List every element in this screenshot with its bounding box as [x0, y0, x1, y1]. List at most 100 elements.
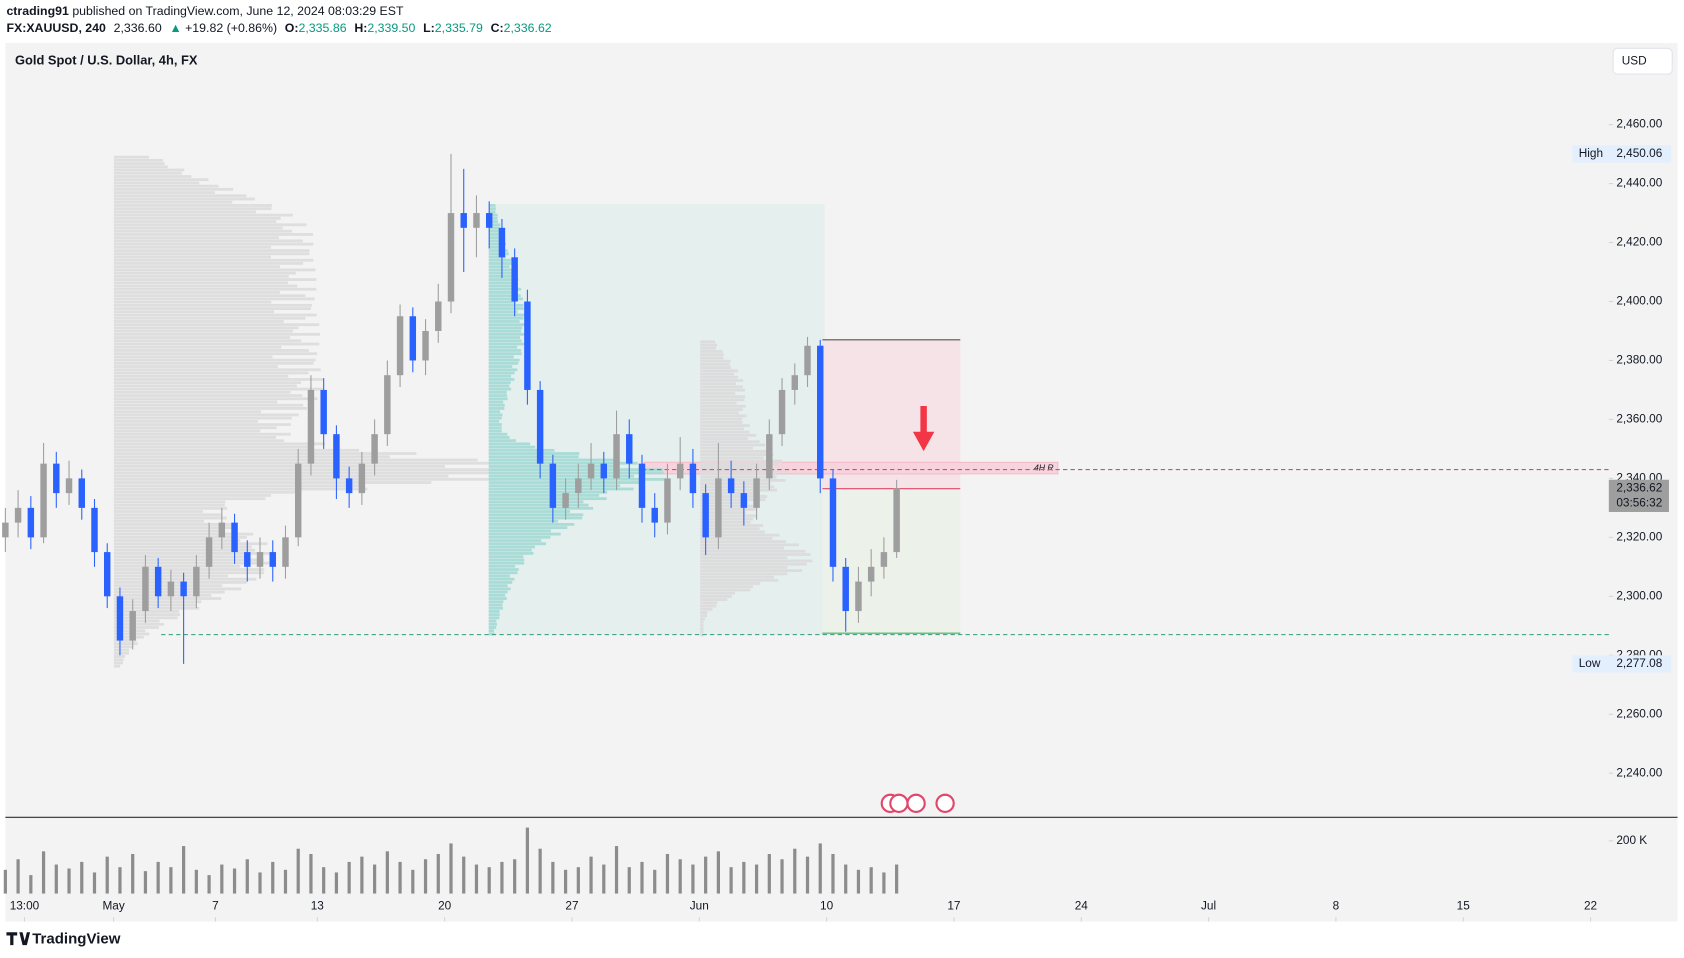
- y-tick-label: 2,380.00: [1616, 353, 1662, 367]
- y-tick-label: 2,440.00: [1616, 176, 1662, 190]
- profile-row: [113, 487, 368, 491]
- currency-button[interactable]: [1612, 47, 1673, 75]
- profile-row: [488, 394, 508, 397]
- profile-row: [488, 226, 500, 230]
- candle-body: [536, 389, 544, 464]
- profile-row: [700, 433, 757, 437]
- profile-row: [488, 600, 504, 604]
- profile-row: [488, 307, 524, 310]
- profile-row: [113, 645, 133, 649]
- profile-row: [488, 374, 512, 378]
- profile-row: [700, 421, 743, 424]
- profile-row: [700, 524, 764, 527]
- profile-row: [113, 587, 242, 591]
- profile-row: [488, 603, 503, 607]
- candle-body: [804, 345, 811, 376]
- volume-bar: [309, 853, 313, 894]
- x-tick-label: 22: [1584, 899, 1597, 913]
- volume-bar: [678, 859, 682, 894]
- profile-row: [488, 349, 522, 352]
- profile-row: [113, 300, 272, 304]
- profile-row: [488, 258, 512, 262]
- profile-row: [113, 262, 304, 265]
- profile-row: [488, 303, 524, 307]
- profile-row: [113, 635, 144, 639]
- profile-row: [113, 484, 365, 488]
- profile-row: [700, 588, 751, 592]
- profile-row: [700, 591, 736, 595]
- profile-row: [488, 606, 503, 610]
- profile-row: [700, 450, 772, 453]
- profile-row: [488, 262, 512, 265]
- profile-row: [113, 307, 311, 310]
- event-flag[interactable]: [935, 793, 955, 814]
- profile-row: [113, 490, 302, 494]
- candle-body: [664, 478, 671, 523]
- down-arrow-annotation: [912, 405, 935, 452]
- volume-bar: [334, 872, 339, 894]
- profile-row: [113, 303, 312, 307]
- profile-row: [700, 366, 732, 370]
- profile-row: [700, 549, 806, 553]
- profile-row: [488, 355, 514, 359]
- volume-bar: [474, 864, 479, 894]
- profile-row: [488, 358, 520, 362]
- profile-row: [488, 332, 526, 336]
- candle-body: [842, 566, 849, 612]
- event-flag[interactable]: [906, 793, 926, 814]
- profile-row: [488, 445, 536, 449]
- event-flag[interactable]: [889, 793, 909, 814]
- symbol: FX:XAUUSD, 240: [6, 21, 106, 35]
- volume-bar: [29, 875, 33, 894]
- profile-row: [113, 387, 323, 391]
- candle-body: [778, 389, 786, 435]
- candle-body: [727, 478, 735, 494]
- volume-bar: [716, 851, 720, 894]
- profile-row: [488, 236, 502, 240]
- profile-row: [700, 472, 778, 476]
- profile-row: [113, 168, 185, 172]
- profile-row: [113, 274, 289, 278]
- profile-row: [488, 210, 496, 214]
- ohlc-value: 2,339.50: [367, 21, 415, 35]
- volume-bar: [869, 867, 873, 894]
- candle-body: [53, 463, 60, 494]
- profile-row: [113, 252, 310, 256]
- currency-label[interactable]: USD: [1622, 53, 1647, 67]
- profile-row: [488, 352, 522, 356]
- profile-row: [113, 239, 303, 243]
- volume-bar: [627, 867, 631, 894]
- profile-row: [113, 291, 280, 294]
- profile-row: [113, 642, 138, 646]
- profile-row: [113, 236, 279, 240]
- profile-row: [488, 242, 506, 246]
- profile-row: [700, 536, 773, 540]
- profile-row: [700, 359, 731, 363]
- x-tick-label: 24: [1075, 899, 1089, 913]
- candle-body: [2, 522, 9, 538]
- profile-row: [488, 577, 515, 581]
- profile-row: [488, 497, 607, 501]
- candle-body: [880, 552, 888, 567]
- symbol-line: FX:XAUUSD, 240 2,336.60 ▲ +19.82 (+0.86%…: [6, 21, 551, 35]
- volume-bar: [818, 843, 822, 894]
- profile-row: [113, 658, 124, 662]
- candle-body: [511, 257, 518, 302]
- candle-body: [626, 434, 633, 464]
- profile-row: [488, 439, 516, 443]
- profile-row: [700, 543, 799, 547]
- profile-row: [488, 452, 580, 455]
- event-flags: [880, 793, 955, 814]
- profile-row: [700, 540, 787, 544]
- profile-row: [113, 465, 445, 468]
- profile-row: [700, 488, 778, 492]
- profile-row: [700, 372, 735, 376]
- profile-row: [113, 651, 129, 655]
- profile-row: [488, 581, 513, 584]
- profile-row: [488, 510, 571, 513]
- profile-row: [700, 482, 771, 486]
- profile-row: [700, 424, 750, 428]
- profile-row: [113, 442, 326, 446]
- profile-row: [113, 548, 256, 552]
- volume-bar: [194, 869, 198, 894]
